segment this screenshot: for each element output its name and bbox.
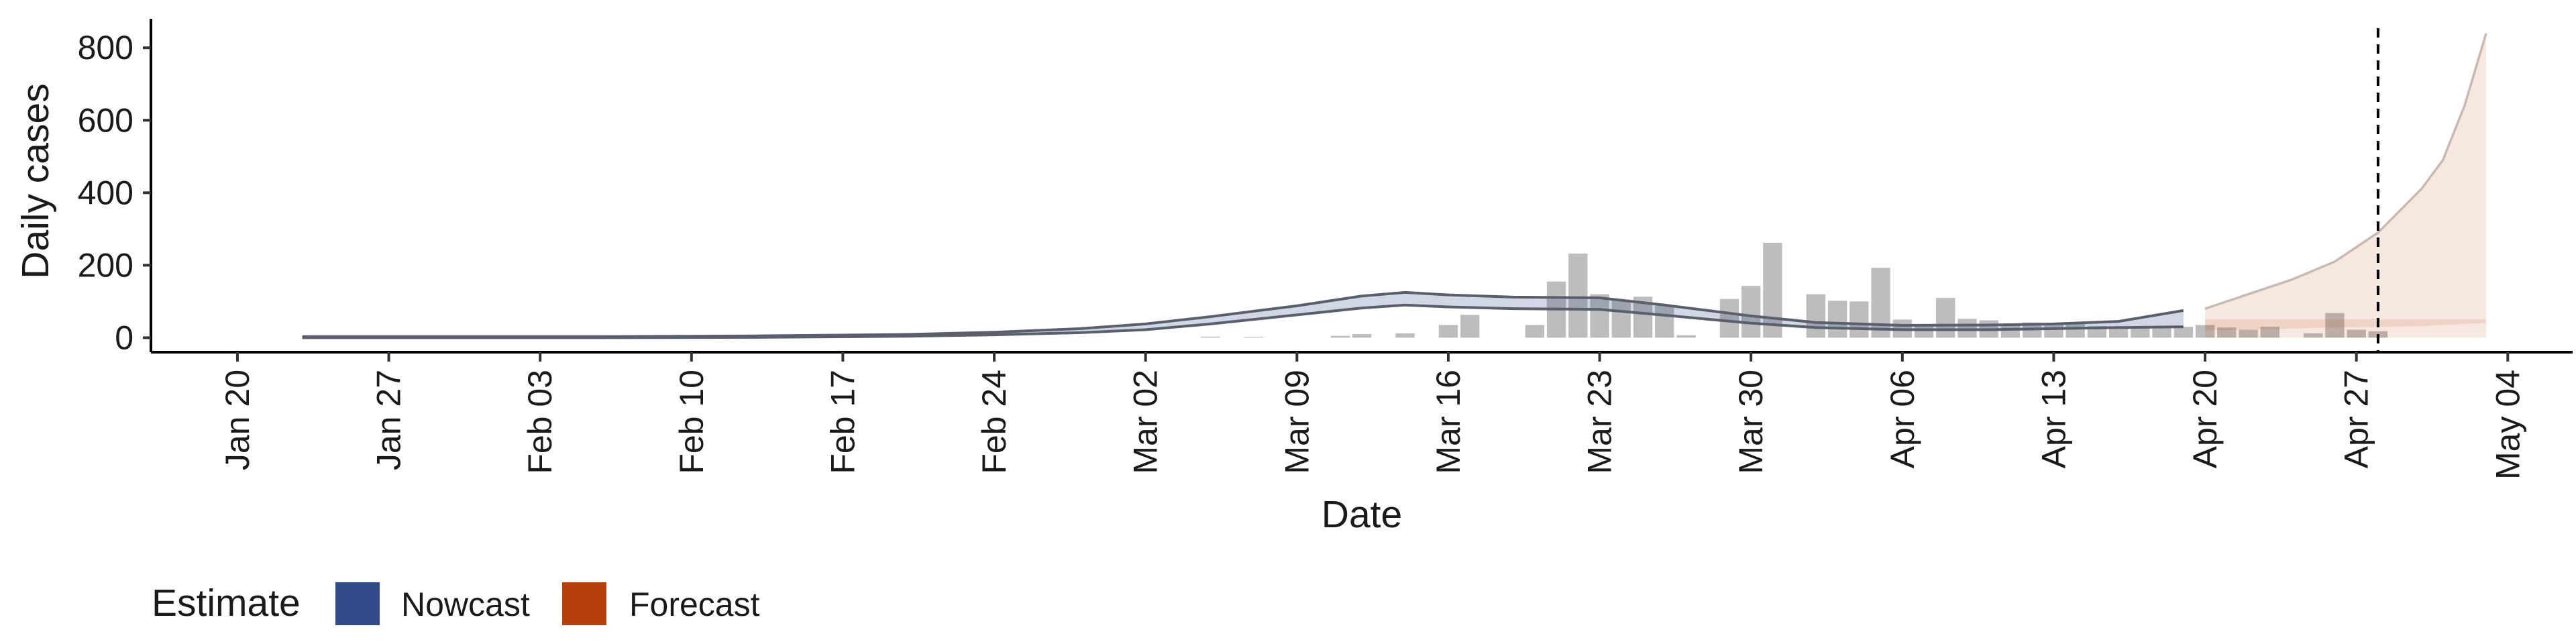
legend: Estimate Nowcast Forecast <box>152 582 760 625</box>
bar <box>2152 327 2171 338</box>
bar <box>2217 327 2237 338</box>
bar <box>2325 313 2345 338</box>
legend-label-forecast: Forecast <box>629 586 760 623</box>
bar <box>1395 333 1415 338</box>
axes <box>150 19 2573 354</box>
legend-swatch-nowcast <box>335 582 380 625</box>
bar <box>1525 325 1545 338</box>
bar <box>1936 297 1955 338</box>
y-tick-label: 800 <box>78 29 133 66</box>
nowcast-band <box>302 292 2184 338</box>
x-tick-label: Mar 30 <box>1732 370 1770 474</box>
bar <box>1827 301 1847 338</box>
bar <box>2195 325 2215 338</box>
bar <box>1438 325 1458 338</box>
x-tick-label: Feb 10 <box>673 370 710 474</box>
bar <box>1957 319 1977 338</box>
x-tick-label: Apr 20 <box>2186 370 2224 468</box>
x-tick-label: Mar 02 <box>1127 370 1165 474</box>
nowcast-lower-line <box>302 303 2184 339</box>
x-tick-label: Apr 06 <box>1884 370 1921 468</box>
bar <box>2108 327 2129 338</box>
x-tick-label: Feb 24 <box>975 370 1013 474</box>
legend-label-nowcast: Nowcast <box>401 586 530 623</box>
forecast-upper-line <box>2204 33 2487 310</box>
x-tick-label: Jan 20 <box>219 370 256 470</box>
x-tick-label: Jan 27 <box>370 370 408 470</box>
nowcast-upper-line <box>302 290 2184 338</box>
bar <box>1590 294 1609 338</box>
bar <box>1201 336 1220 338</box>
bar <box>2304 333 2323 338</box>
y-tick-label: 200 <box>78 246 133 284</box>
x-tick-label: Mar 16 <box>1430 370 1467 474</box>
bar <box>1611 299 1631 338</box>
bar <box>2131 327 2150 338</box>
bar <box>1806 294 1826 338</box>
x-ticks: Jan 20 Jan 27 Feb 03 Feb 10 Feb 17 Feb 24 Mar … <box>219 352 2526 480</box>
x-tick-label: Apr 27 <box>2338 370 2375 468</box>
bar <box>2347 329 2366 338</box>
bar <box>1655 305 1674 338</box>
y-tick-label: 400 <box>78 174 133 211</box>
bar <box>1719 299 1739 338</box>
bar <box>2239 329 2258 338</box>
y-tick-label: 0 <box>115 319 133 356</box>
bar <box>1914 325 1934 338</box>
bar <box>1676 335 1696 338</box>
bar <box>1460 315 1480 338</box>
y-ticks: 0 200 400 600 800 <box>78 29 151 356</box>
bar <box>2000 323 2021 338</box>
bar <box>1568 254 1588 338</box>
y-axis-title: Daily cases <box>14 83 57 278</box>
x-axis-title: Date <box>1322 493 1402 536</box>
x-tick-label: Mar 23 <box>1581 370 1619 474</box>
bar <box>2260 327 2279 338</box>
x-tick-label: Feb 03 <box>521 370 559 474</box>
bar <box>1352 333 1372 338</box>
forecast-inner-band <box>2205 319 2487 338</box>
legend-title: Estimate <box>152 582 301 625</box>
x-tick-label: Mar 09 <box>1278 370 1316 474</box>
bar <box>1330 335 1350 338</box>
bar <box>2044 323 2063 338</box>
bar <box>1849 301 1869 338</box>
bar-layer <box>1201 242 2388 338</box>
bar <box>1763 242 1782 338</box>
x-tick-label: Feb 17 <box>824 370 861 474</box>
y-tick-label: 600 <box>78 101 133 139</box>
x-tick-label: May 04 <box>2489 370 2526 480</box>
bar <box>2174 327 2194 338</box>
x-tick-label: Apr 13 <box>2035 370 2072 468</box>
band-layer <box>302 33 2487 339</box>
legend-swatch-forecast <box>562 582 606 625</box>
bar <box>1741 286 1761 338</box>
forecast-band <box>2205 33 2487 331</box>
